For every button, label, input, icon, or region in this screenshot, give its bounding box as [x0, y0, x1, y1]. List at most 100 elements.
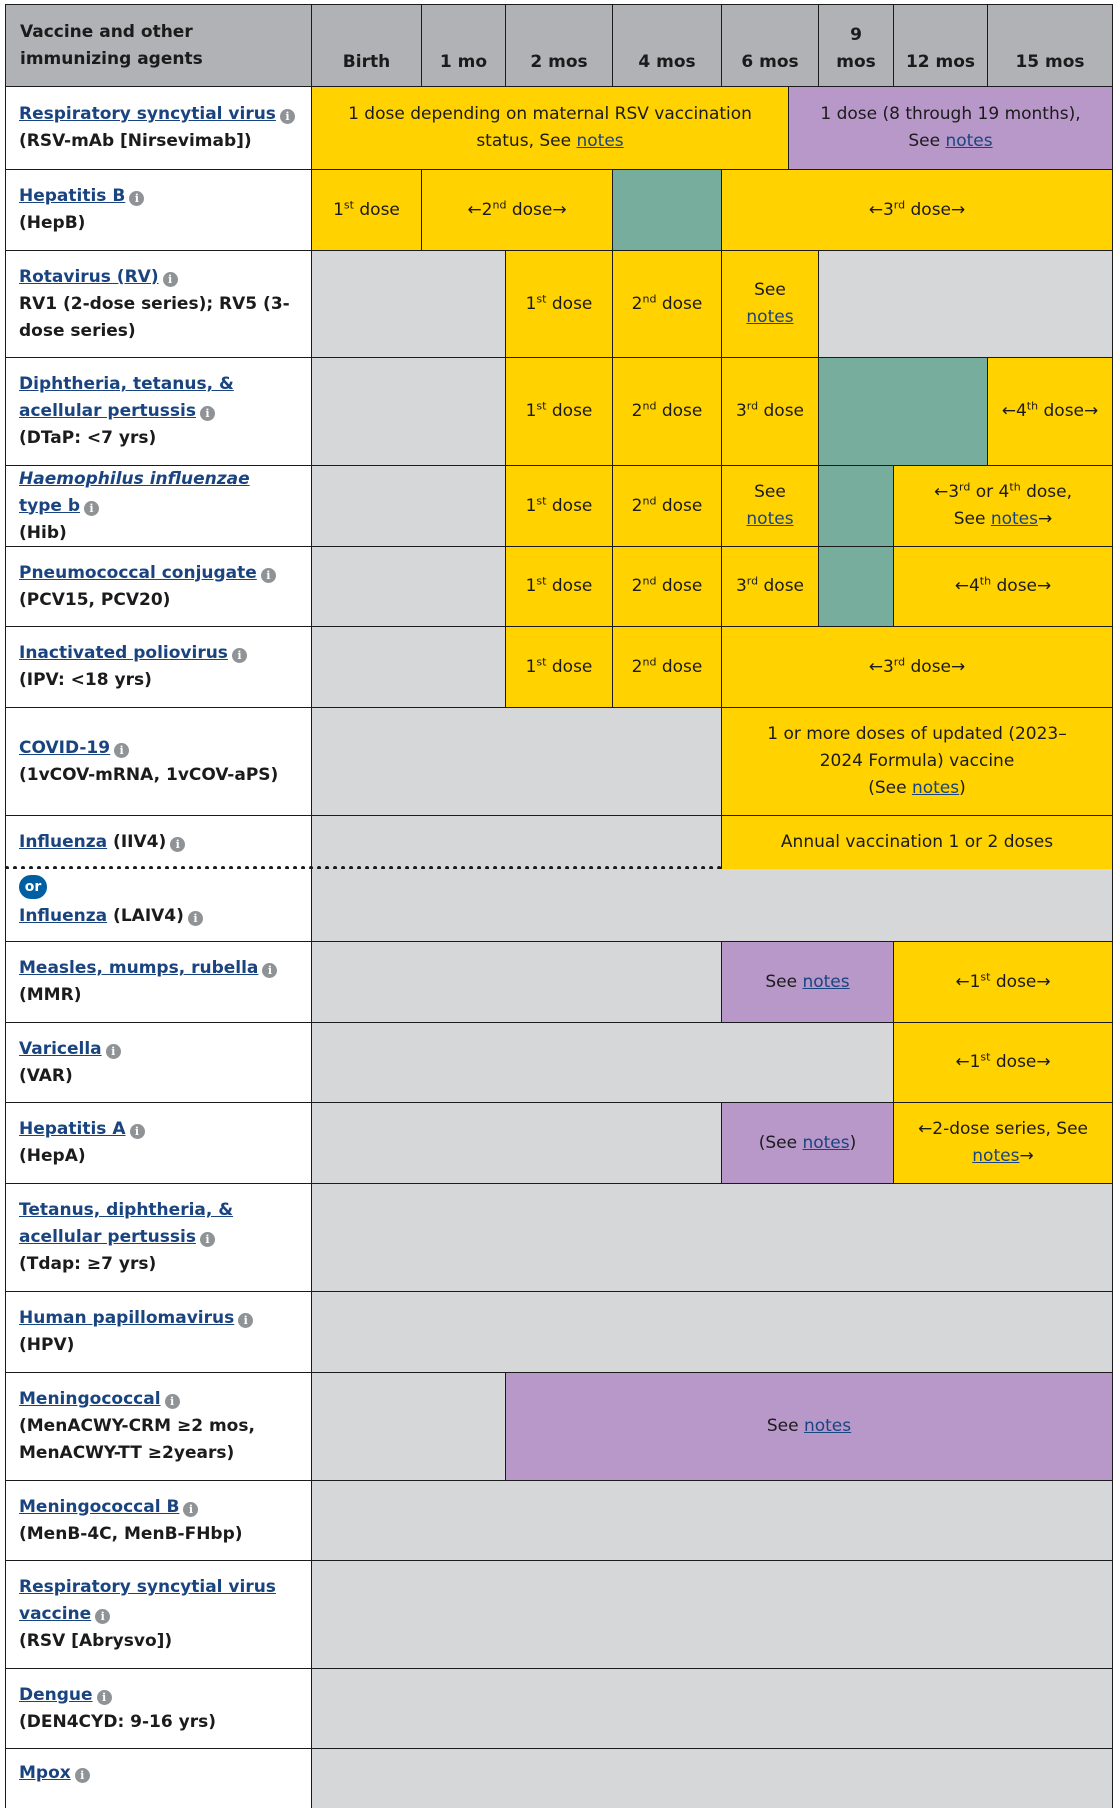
- header-vaccine-column: Vaccine and other immunizing agents: [5, 4, 312, 87]
- vaccine-sub: (RSV-mAb [Nirsevimab]): [19, 131, 252, 151]
- dengue-link[interactable]: Dengue: [19, 1684, 93, 1705]
- hepb-dose1-cell: 1st dose: [311, 169, 422, 251]
- covid-link[interactable]: COVID-19: [19, 737, 111, 758]
- vaccine-sub: (VAR): [19, 1065, 73, 1086]
- ipv-link[interactable]: Inactivated poliovirus: [19, 643, 228, 663]
- menacwy-link[interactable]: Meningococcal: [19, 1389, 161, 1409]
- notes-link[interactable]: notes: [746, 307, 794, 327]
- info-icon[interactable]: i: [199, 1232, 215, 1247]
- varicella-not-recommended-cell: [311, 1022, 894, 1103]
- vaccine-sub: (PCV15, PCV20): [19, 589, 171, 610]
- notes-link[interactable]: notes: [945, 131, 993, 151]
- notes-link[interactable]: notes: [911, 778, 960, 798]
- vaccine-label-dengue: Dengue i (DEN4CYD: 9-16 yrs): [5, 1668, 312, 1749]
- or-badge: or: [19, 875, 47, 899]
- vaccine-sub: (HPV): [19, 1335, 75, 1355]
- hepa-see-notes-cell: (See notes): [721, 1102, 894, 1184]
- info-icon[interactable]: i: [129, 191, 145, 206]
- hib-link[interactable]: Haemophilus influenzae type b: [19, 468, 250, 516]
- info-icon[interactable]: i: [262, 963, 278, 978]
- hpv-link[interactable]: Human papillomavirus: [19, 1308, 235, 1328]
- dtap-dose1-cell: 1st dose: [505, 357, 613, 466]
- info-icon[interactable]: i: [170, 837, 186, 852]
- mmr-dose1-cell: ←1st dose→: [893, 941, 1113, 1023]
- notes-link[interactable]: notes: [746, 509, 794, 529]
- hepa-link[interactable]: Hepatitis A: [19, 1119, 126, 1139]
- info-icon[interactable]: i: [238, 1313, 254, 1328]
- info-icon[interactable]: i: [231, 648, 247, 663]
- vaccine-label-mpox: Mpox i: [5, 1748, 312, 1808]
- info-icon[interactable]: i: [105, 1043, 121, 1059]
- info-icon[interactable]: i: [183, 1501, 199, 1517]
- hib-dose1-cell: 1st dose: [505, 465, 613, 547]
- notes-link[interactable]: notes: [972, 1146, 1020, 1166]
- covid-not-recommended-cell: [311, 707, 722, 816]
- flu-iiv4-not-recommended-cell: [311, 815, 722, 869]
- pcv-not-recommended-cell: [311, 546, 506, 627]
- info-icon[interactable]: i: [84, 500, 99, 516]
- info-icon[interactable]: i: [199, 406, 215, 421]
- info-icon[interactable]: i: [95, 1609, 111, 1624]
- tdap-link[interactable]: Tetanus, diphtheria, & acellular pertuss…: [19, 1200, 234, 1247]
- vaccine-sub: (RSV [Abrysvo]): [19, 1631, 173, 1651]
- vaccine-sub: (MMR): [19, 985, 82, 1005]
- hepb-link[interactable]: Hepatitis B: [19, 186, 126, 206]
- notes-link[interactable]: notes: [802, 971, 850, 992]
- mmr-link[interactable]: Measles, mumps, rubella: [19, 958, 259, 978]
- flu-iiv4-link[interactable]: Influenza: [19, 832, 108, 852]
- info-icon[interactable]: i: [96, 1689, 112, 1705]
- notes-link[interactable]: notes: [803, 1416, 852, 1436]
- vaccine-label-flu-iiv4: Influenza (IIV4) i: [5, 815, 312, 869]
- rv-dose1-cell: 1st dose: [505, 250, 613, 358]
- vaccine-label-varicella: Varicella i (VAR): [5, 1022, 312, 1103]
- info-icon[interactable]: i: [260, 567, 276, 583]
- mpox-link[interactable]: Mpox: [19, 1763, 71, 1783]
- rv-dose2-cell: 2nd dose: [612, 250, 722, 358]
- info-icon[interactable]: i: [162, 271, 178, 287]
- vaccine-label-tdap: Tetanus, diphtheria, & acellular pertuss…: [5, 1183, 312, 1292]
- vaccine-sub: (1vCOV-mRNA, 1vCOV-aPS): [19, 764, 279, 785]
- flu-iiv4-annual-cell: Annual vaccination 1 or 2 doses: [721, 815, 1113, 870]
- hpv-not-recommended-cell: [311, 1291, 1113, 1373]
- info-icon[interactable]: i: [164, 1394, 180, 1409]
- vaccine-label-hpv: Human papillomavirus i (HPV): [5, 1291, 312, 1373]
- pcv-link[interactable]: Pneumococcal conjugate: [19, 562, 257, 583]
- flu-laiv4-link[interactable]: Influenza: [19, 906, 108, 926]
- vaccine-label-rv: Rotavirus (RV) i RV1 (2-dose series); RV5…: [5, 250, 312, 358]
- header-2mos: 2 mos: [505, 4, 613, 87]
- notes-link[interactable]: notes: [576, 131, 624, 151]
- notes-link[interactable]: notes: [990, 509, 1039, 529]
- info-icon[interactable]: i: [279, 109, 295, 124]
- header-1mo: 1 mo: [421, 4, 506, 87]
- ipv-dose3-cell: ←3rd dose→: [721, 626, 1113, 708]
- vaccine-sub: (MenB-4C, MenB-FHbp): [19, 1523, 243, 1544]
- varicella-link[interactable]: Varicella: [19, 1038, 102, 1059]
- dtap-dose2-cell: 2nd dose: [612, 357, 722, 466]
- menacwy-not-recommended-cell: [311, 1372, 506, 1481]
- rsv-vaccine-link[interactable]: Respiratory syncytial virus vaccine: [19, 1577, 276, 1624]
- vaccine-sub: (DTaP: <7 yrs): [19, 428, 157, 448]
- vaccine-sub: (IPV: <18 yrs): [19, 670, 152, 690]
- header-9mos: 9 mos: [818, 4, 894, 87]
- hib-not-recommended-cell: [311, 465, 506, 547]
- pcv-dose1-cell: 1st dose: [505, 546, 613, 627]
- rsv-mab-link[interactable]: Respiratory syncytial virus: [19, 104, 276, 124]
- or-divider-line: [5, 866, 722, 870]
- info-icon[interactable]: i: [114, 742, 130, 758]
- dtap-catchup-cell: [818, 357, 988, 466]
- rsv-mab-8-19mos-cell: 1 dose (8 through 19 months), See notes: [788, 86, 1113, 170]
- info-icon[interactable]: i: [129, 1124, 145, 1139]
- rv-not-recommended-cell: [311, 250, 506, 358]
- dtap-link[interactable]: Diphtheria, tetanus, & acellular pertuss…: [19, 374, 234, 421]
- header-6mos: 6 mos: [721, 4, 819, 87]
- vaccine-label-rsv-vaccine: Respiratory syncytial virus vaccine i (RS…: [5, 1560, 312, 1669]
- info-icon[interactable]: i: [187, 911, 203, 926]
- hib-catchup-cell: [818, 465, 894, 547]
- menb-link[interactable]: Meningococcal B: [19, 1496, 180, 1517]
- dtap-dose3-cell: 3rd dose: [721, 357, 819, 466]
- notes-link[interactable]: notes: [802, 1132, 850, 1153]
- info-icon[interactable]: i: [74, 1768, 90, 1783]
- rv-link[interactable]: Rotavirus (RV): [19, 266, 159, 287]
